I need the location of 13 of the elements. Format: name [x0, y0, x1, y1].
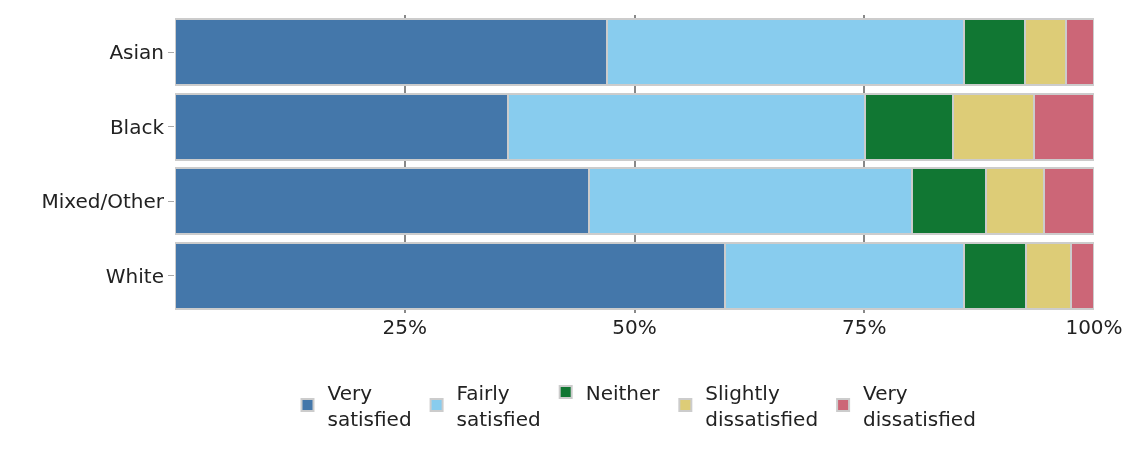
- x-tick-label: 25%: [382, 315, 427, 339]
- y-tick-label: White: [105, 263, 164, 288]
- legend-label: Very satisfied: [327, 380, 412, 431]
- legend-label: Very dissatisfied: [863, 380, 976, 431]
- x-tick-label: 100%: [1065, 315, 1123, 339]
- y-tick-label: Mixed/Other: [41, 189, 165, 214]
- legend-label: Slightly dissatisfied: [705, 380, 819, 431]
- y-tick-label: Asian: [109, 40, 164, 65]
- legend-label: Fairly satisfied: [456, 380, 541, 431]
- x-tick-label: 50%: [612, 315, 657, 339]
- x-tick-label: 75%: [842, 315, 887, 339]
- y-tick-label: Black: [109, 114, 165, 139]
- legend-label: Neither: [585, 380, 661, 405]
